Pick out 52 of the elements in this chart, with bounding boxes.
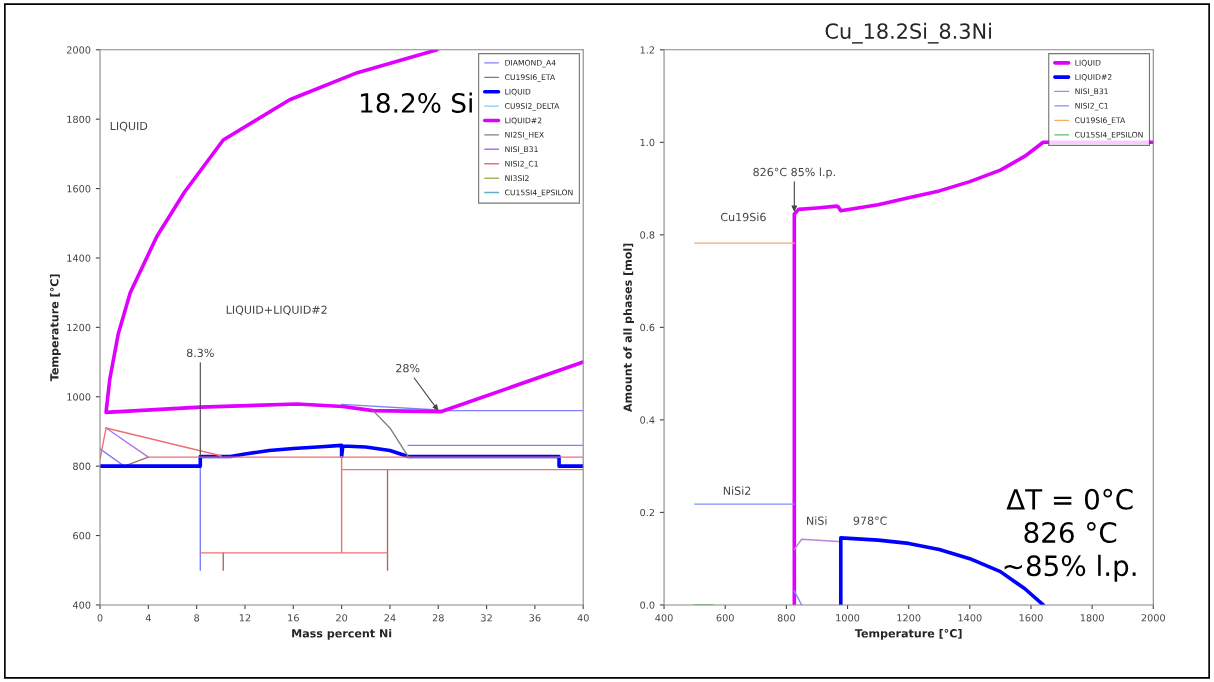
x-tick-label: 24 bbox=[384, 614, 396, 622]
y-tick-label: 0.0 bbox=[640, 601, 655, 609]
x-tick-label: 12 bbox=[239, 614, 251, 622]
x-tick-label: 40 bbox=[577, 614, 589, 622]
y-axis-title: Amount of all phases [mol] bbox=[623, 243, 635, 412]
y-axis-title: Temperature [°C] bbox=[49, 274, 61, 382]
annotation: ΔT = 0°C 826 °C ~85% l.p. bbox=[1004, 488, 1136, 582]
x-tick-label: 0 bbox=[97, 614, 103, 622]
y-tick-label: 2000 bbox=[66, 46, 91, 54]
x-tick-label: 1400 bbox=[958, 614, 982, 622]
annotation: Cu19Si6 bbox=[720, 212, 766, 222]
x-tick-label: 1000 bbox=[836, 614, 860, 622]
x-tick-label: 4 bbox=[145, 614, 151, 622]
x-tick-label: 16 bbox=[288, 614, 299, 622]
x-tick-label: 1200 bbox=[897, 614, 921, 622]
annotation: 28% bbox=[396, 363, 420, 373]
y-tick-label: 800 bbox=[73, 462, 91, 470]
annotation: 18.2% Si bbox=[360, 92, 472, 113]
y-tick-label: 0.2 bbox=[640, 508, 655, 517]
x-axis-title: Temperature [°C] bbox=[854, 628, 962, 640]
y-tick-label: 600 bbox=[73, 532, 91, 540]
x-axis-title: Mass percent Ni bbox=[292, 628, 392, 640]
y-tick-label: 1000 bbox=[67, 393, 91, 401]
annotation: NiSi bbox=[807, 516, 827, 525]
annotation: 826°C 85% l.p. bbox=[753, 167, 835, 179]
annotation: LIQUID+LIQUID#2 bbox=[226, 305, 327, 316]
y-tick-label: 1600 bbox=[67, 185, 91, 193]
x-tick-label: 1800 bbox=[1080, 614, 1104, 622]
x-tick-label: 800 bbox=[777, 614, 795, 622]
chart-title: Cu_18.2Si_8.3Ni bbox=[825, 22, 991, 44]
y-tick-label: 1400 bbox=[67, 254, 91, 262]
x-tick-label: 8 bbox=[194, 614, 200, 622]
annotation: NiSi2 bbox=[723, 486, 751, 495]
y-tick-label: 1800 bbox=[67, 115, 91, 124]
x-tick-label: 28 bbox=[432, 614, 444, 622]
y-tick-label: 1200 bbox=[67, 323, 91, 332]
x-tick-label: 600 bbox=[716, 614, 734, 622]
x-tick-label: 36 bbox=[529, 614, 541, 622]
y-tick-label: 1.2 bbox=[640, 46, 655, 54]
y-tick-label: 400 bbox=[72, 601, 91, 609]
x-tick-label: 2000 bbox=[1141, 614, 1166, 622]
x-tick-label: 20 bbox=[336, 614, 348, 622]
y-tick-label: 0.6 bbox=[640, 323, 655, 332]
annotation: LIQUID bbox=[110, 121, 148, 132]
y-tick-label: 0.4 bbox=[640, 416, 655, 424]
x-tick-label: 1600 bbox=[1019, 614, 1043, 622]
x-tick-label: 32 bbox=[481, 614, 492, 622]
y-tick-label: 1.0 bbox=[640, 138, 655, 147]
annotation: 978°C bbox=[853, 516, 887, 525]
annotation: 8.3% bbox=[186, 348, 214, 358]
x-tick-label: 400 bbox=[655, 614, 673, 622]
y-tick-label: 0.8 bbox=[640, 231, 655, 239]
